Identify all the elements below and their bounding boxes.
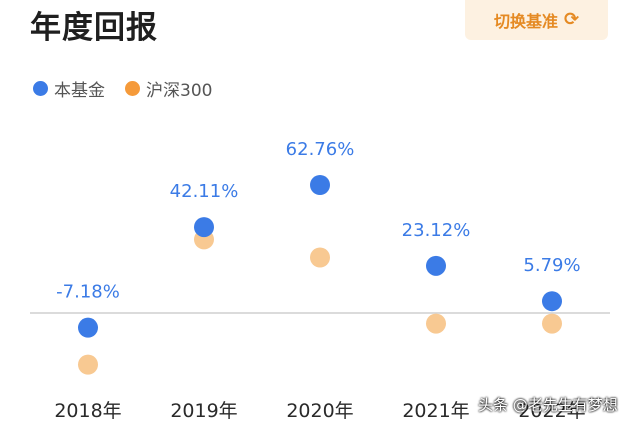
fund-point-4 [426, 255, 446, 276]
fund-point-2 [194, 217, 214, 238]
x-tick-label-3: 2020年 [286, 400, 353, 422]
fund-point-1 [78, 317, 98, 338]
benchmark-point-4 [426, 313, 446, 334]
x-tick-label-1: 2018年 [54, 400, 121, 422]
benchmark-point-1 [78, 354, 98, 375]
legend-dot-fund [33, 81, 48, 96]
legend-dot-benchmark [125, 81, 140, 96]
fund-data-label-4: 23.12% [402, 220, 471, 241]
refresh-icon: ⟳ [563, 9, 580, 30]
legend-label-benchmark: 沪深300 [146, 81, 213, 101]
benchmark-point-3 [310, 247, 330, 268]
page-title: 年度回报 [30, 10, 158, 46]
fund-point-3 [310, 175, 330, 195]
legend-item-benchmark: 沪深300 [125, 76, 212, 101]
fund-data-label-1: -7.18% [56, 282, 120, 303]
switch-benchmark-label: 切换基准 [493, 12, 558, 31]
fund-point-5 [542, 291, 562, 312]
x-tick-label-2: 2019年 [170, 400, 237, 422]
fund-data-label-5: 5.79% [523, 255, 580, 276]
x-tick-label-5: 2022年 [518, 400, 585, 422]
legend-label-fund: 本基金 [54, 81, 105, 101]
fund-data-label-2: 42.11% [170, 181, 239, 202]
switch-benchmark-button[interactable]: 切换基准 ⟳ [465, 0, 608, 40]
chart-legend: 本基金 沪深300 [33, 76, 232, 101]
fund-data-label-3: 62.76% [286, 139, 355, 160]
watermark: 头条 @老先生有梦想 [478, 396, 618, 414]
x-tick-label-4: 2021年 [402, 400, 469, 422]
legend-item-fund: 本基金 [33, 76, 105, 101]
benchmark-point-5 [542, 313, 562, 334]
